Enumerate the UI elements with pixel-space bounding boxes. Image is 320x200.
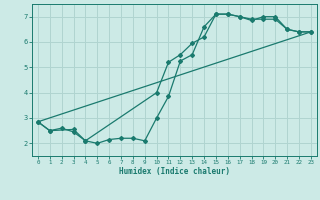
X-axis label: Humidex (Indice chaleur): Humidex (Indice chaleur) bbox=[119, 167, 230, 176]
